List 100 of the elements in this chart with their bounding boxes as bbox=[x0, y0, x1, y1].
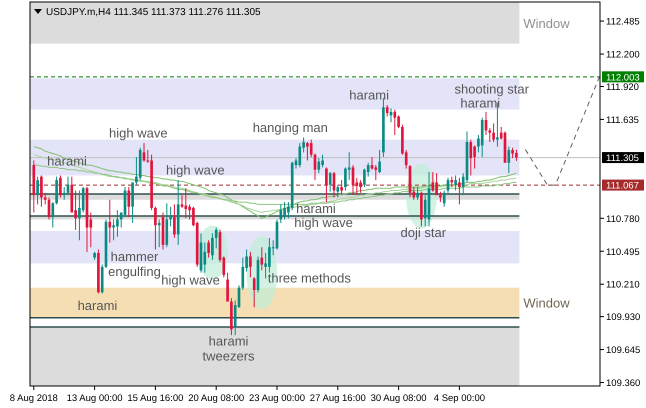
candlestick bbox=[416, 186, 419, 200]
candlestick bbox=[203, 242, 206, 274]
candlestick bbox=[363, 168, 366, 188]
candlestick bbox=[306, 141, 309, 161]
candlestick bbox=[450, 176, 454, 188]
candlestick bbox=[344, 166, 347, 192]
candlestick bbox=[321, 154, 324, 168]
candlestick bbox=[44, 192, 47, 205]
candlestick bbox=[59, 174, 62, 198]
x-tick-label: 20 Aug 08:00 bbox=[188, 393, 244, 404]
candlestick bbox=[127, 186, 130, 218]
annotation: hanging man bbox=[252, 120, 328, 135]
annotation: harami bbox=[349, 88, 390, 103]
ref-line-label: 112.003 bbox=[606, 72, 640, 84]
annotation: hammer engulfing bbox=[108, 248, 161, 279]
candlestick bbox=[116, 210, 119, 238]
candlestick bbox=[507, 146, 510, 174]
candlestick bbox=[328, 172, 332, 192]
candlestick bbox=[51, 202, 54, 228]
annotation: high wave bbox=[109, 126, 168, 141]
x-tick-label: 8 Aug 2018 bbox=[10, 393, 58, 404]
band-label: Window bbox=[523, 296, 570, 311]
y-tick-label: 111.920 bbox=[606, 82, 639, 93]
y-tick-label: 110.780 bbox=[606, 214, 640, 225]
ref-line-label: 111.067 bbox=[606, 180, 639, 192]
candlestick bbox=[169, 206, 172, 227]
candlestick bbox=[511, 147, 514, 159]
candlestick bbox=[283, 202, 286, 220]
candlestick bbox=[226, 272, 229, 302]
candlestick bbox=[397, 114, 400, 129]
candlestick bbox=[336, 184, 340, 198]
annotation: high wave bbox=[161, 272, 220, 288]
y-tick-label: 111.635 bbox=[606, 114, 639, 126]
candlestick bbox=[439, 191, 442, 203]
annotation: harami bbox=[296, 200, 336, 216]
candlestick bbox=[184, 188, 188, 219]
candlestick bbox=[340, 180, 343, 196]
candlestick bbox=[431, 172, 434, 192]
annotation: three methods bbox=[268, 270, 352, 286]
annotation: harami tweezers bbox=[202, 333, 256, 364]
line-series bbox=[33, 164, 517, 205]
y-tick-label: 112.485 bbox=[606, 16, 640, 28]
candlestick bbox=[325, 166, 328, 203]
annotation: harami bbox=[78, 298, 118, 314]
candlestick bbox=[173, 204, 176, 238]
candlestick bbox=[317, 158, 320, 174]
candlestick bbox=[390, 108, 392, 123]
candlestick bbox=[142, 142, 146, 162]
candlestick bbox=[36, 176, 39, 205]
x-tick-label: 15 Aug 16:00 bbox=[127, 393, 184, 404]
candlestick bbox=[112, 218, 115, 241]
ref-line-label: 111.305 bbox=[606, 153, 639, 164]
annotation: shooting star bbox=[454, 82, 530, 97]
x-tick-label: 30 Aug 08:00 bbox=[370, 393, 427, 404]
candlestick bbox=[279, 204, 282, 224]
candlestick bbox=[55, 176, 58, 205]
candlestick bbox=[249, 251, 252, 278]
candlestick bbox=[252, 276, 256, 308]
line-series bbox=[33, 146, 517, 219]
candlestick bbox=[207, 240, 210, 258]
candlestick bbox=[359, 180, 362, 194]
candlestick bbox=[435, 172, 438, 196]
candlestick bbox=[40, 174, 43, 208]
candlestick bbox=[352, 164, 354, 196]
candlestick bbox=[473, 144, 476, 170]
x-tick-label: 13 Aug 00:00 bbox=[66, 393, 123, 404]
x-tick-label: 23 Aug 00:00 bbox=[249, 393, 305, 404]
annotation: doji star bbox=[400, 225, 447, 240]
candlestick bbox=[298, 142, 302, 168]
annotation: high wave bbox=[166, 162, 225, 178]
candlestick bbox=[78, 190, 81, 241]
candlestick bbox=[260, 246, 264, 271]
x-tick-label: 27 Aug 16:00 bbox=[310, 393, 366, 404]
candlestick bbox=[48, 196, 50, 220]
candlestick bbox=[446, 177, 450, 194]
y-tick-label: 112.200 bbox=[606, 50, 640, 61]
candlestick bbox=[268, 237, 271, 274]
candlestick bbox=[370, 156, 374, 170]
y-tick-label: 110.495 bbox=[606, 246, 640, 258]
candlestick bbox=[66, 176, 70, 196]
y-tick-label: 109.645 bbox=[606, 345, 640, 356]
candlestick bbox=[332, 172, 336, 198]
candlestick bbox=[241, 257, 244, 290]
candlestick bbox=[314, 153, 316, 181]
annotation: high wave bbox=[294, 214, 353, 230]
candlestick bbox=[484, 111, 488, 136]
candlestick bbox=[458, 177, 461, 205]
candlestick bbox=[214, 227, 218, 249]
candlestick bbox=[154, 206, 157, 250]
y-tick-label: 109.360 bbox=[606, 378, 640, 390]
annotation: harami bbox=[460, 96, 500, 111]
candlestick bbox=[469, 139, 472, 176]
candlestick bbox=[310, 139, 313, 158]
candlestick bbox=[492, 122, 495, 142]
candlestick bbox=[180, 194, 184, 208]
band-label: Window bbox=[523, 16, 570, 31]
x-tick-label: 4 Sep 00:00 bbox=[434, 393, 486, 404]
y-tick-label: 109.930 bbox=[606, 312, 640, 324]
candlestick bbox=[515, 149, 518, 162]
candlestick bbox=[378, 150, 381, 174]
